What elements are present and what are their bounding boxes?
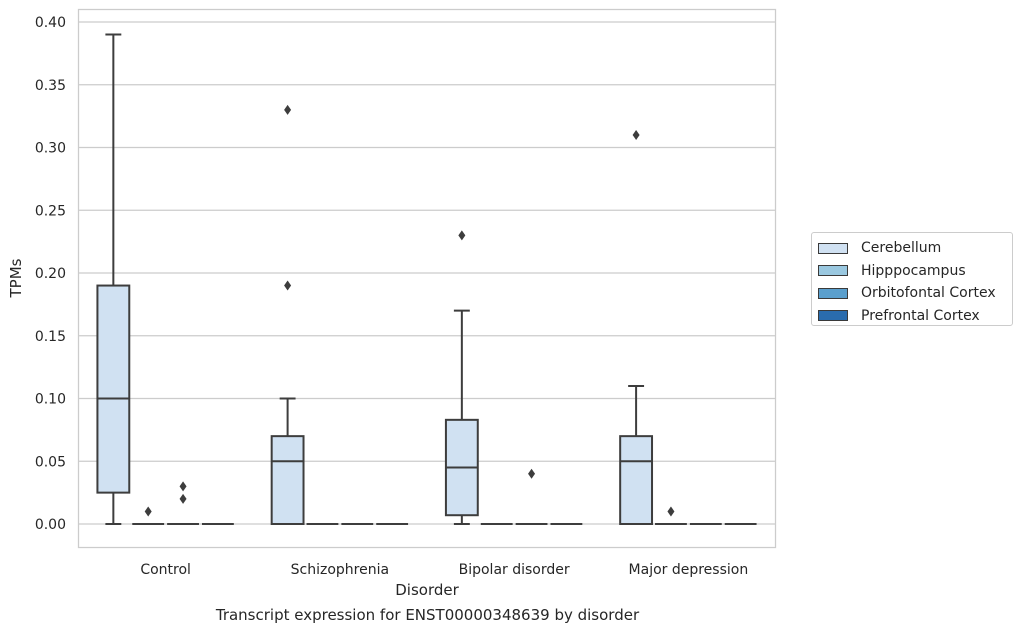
box-orbitofontal-cortex xyxy=(515,468,548,525)
outlier-point xyxy=(284,280,292,291)
outlier-point xyxy=(179,481,187,492)
outlier-point xyxy=(144,506,152,517)
x-axis-label: Disorder xyxy=(395,581,459,599)
y-tick-label: 0.10 xyxy=(35,392,66,408)
box-iqr xyxy=(96,284,131,494)
legend-swatch xyxy=(818,287,848,299)
legend-swatch xyxy=(818,310,848,322)
x-tick-labels: Control Schizophrenia Bipolar disorder Majo… xyxy=(140,562,748,578)
legend-label: Prefrontal Cortex xyxy=(861,307,980,324)
plot-frame xyxy=(77,8,777,549)
legend-label: Cerebellum xyxy=(861,240,942,257)
x-tick-label: Schizophrenia xyxy=(291,562,389,578)
y-tick-label: 0.35 xyxy=(35,78,66,94)
chart-caption: Transcript expression for ENST0000034863… xyxy=(215,606,640,624)
outlier-point xyxy=(632,129,640,140)
box-cerebellum xyxy=(444,230,479,525)
box-cerebellum xyxy=(270,104,305,525)
outlier-point xyxy=(179,493,187,504)
y-tick-labels: 0.00 0.05 0.10 0.15 0.20 0.25 0.30 0.35 0.40 xyxy=(35,15,66,533)
y-tick-label: 0.20 xyxy=(35,266,66,282)
x-tick-label: Control xyxy=(140,562,191,578)
y-tick-label: 0.40 xyxy=(35,15,66,31)
legend-item: Hipppocampus xyxy=(818,260,1012,283)
box-orbitofontal-cortex xyxy=(167,481,199,525)
legend-item: Prefrontal Cortex xyxy=(818,305,1012,328)
outlier-point xyxy=(458,230,466,241)
outlier-point xyxy=(284,104,292,115)
box-hipppocampus xyxy=(132,506,165,525)
y-tick-label: 0.25 xyxy=(35,203,66,219)
legend-item: Cerebellum xyxy=(818,237,1012,260)
legend-swatch xyxy=(818,242,848,254)
y-tick-label: 0.15 xyxy=(35,329,66,345)
y-tick-label: 0.30 xyxy=(35,141,66,157)
outlier-point xyxy=(528,468,536,479)
x-tick-label: Bipolar disorder xyxy=(459,562,570,578)
box-cerebellum xyxy=(96,33,131,525)
x-tick-label: Major depression xyxy=(629,562,749,578)
legend: Cerebellum Hipppocampus Orbitofontal Corte… xyxy=(811,232,1013,326)
legend-label: Hipppocampus xyxy=(861,262,966,279)
legend-label: Orbitofontal Cortex xyxy=(861,285,996,302)
box-cerebellum xyxy=(619,129,654,525)
box-hipppocampus xyxy=(655,506,687,525)
y-tick-label: 0.05 xyxy=(35,454,66,470)
y-axis-label: TPMs xyxy=(7,258,25,298)
box-iqr xyxy=(270,435,305,525)
outlier-point xyxy=(667,506,675,517)
box-iqr xyxy=(619,435,654,525)
boxes xyxy=(96,33,757,525)
legend-swatch xyxy=(818,265,848,277)
legend-item: Orbitofontal Cortex xyxy=(818,282,1012,305)
gridlines xyxy=(78,21,776,525)
y-tick-label: 0.00 xyxy=(35,517,66,533)
